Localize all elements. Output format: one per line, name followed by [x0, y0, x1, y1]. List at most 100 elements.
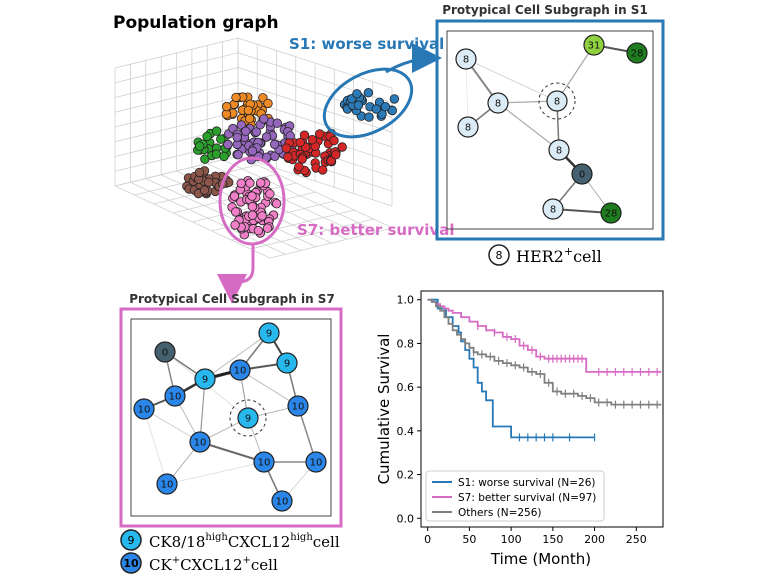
s7-edge	[143, 408, 168, 485]
y-tick-label: 0.0	[397, 512, 415, 525]
x-tick-label: 100	[501, 533, 522, 546]
cluster-cell-point	[269, 139, 280, 150]
s7-subgraph-frame	[119, 307, 343, 528]
chart-frame	[420, 290, 664, 528]
legend-ck818-text: CK8/18highCXCL12highcell	[149, 532, 340, 551]
s1-subgraph-inner	[446, 30, 654, 230]
population-title: Population graph	[113, 13, 279, 33]
s7-node	[305, 451, 327, 473]
s7-node	[271, 490, 293, 512]
s1-node-label: 8	[495, 99, 501, 110]
legend-node-ck	[120, 552, 142, 574]
cluster-cell-point	[202, 131, 212, 142]
cluster-cell-point	[307, 134, 318, 145]
s7-legend: 9 CK8/18highCXCL12highcell 10 CK+CXCL12+…	[120, 529, 340, 574]
s1-node	[457, 116, 479, 138]
s7-node	[156, 473, 178, 495]
survival-curve-1	[427, 298, 662, 373]
cluster-cell-point	[331, 150, 341, 160]
cluster-cell-point	[203, 177, 214, 187]
legend-entry: S7: better survival (N=97)	[458, 492, 596, 504]
s7-node	[237, 407, 259, 429]
y-tick-label: 0.4	[397, 425, 415, 438]
cluster-cell-point	[219, 151, 229, 162]
s7-subgraph-panel: Protypical Cell Subgraph in S7 9 0 9 10 9 10 1…	[119, 292, 343, 574]
s7-edge	[166, 461, 265, 485]
s7-node-label: 9	[266, 329, 272, 340]
s7-edge	[204, 332, 270, 380]
s7-node-label: 10	[169, 392, 182, 403]
s1-subgraph-frame	[435, 19, 665, 241]
s1-edge	[465, 58, 469, 128]
s1-node-label: 31	[588, 41, 601, 52]
x-axis-label: Time (Month)	[490, 550, 591, 568]
s1-arrow	[385, 43, 442, 74]
survival-curve-2	[427, 298, 662, 406]
s7-node-label: 10	[258, 458, 271, 469]
s7-node-label: 9	[245, 414, 251, 425]
cluster-cell-point	[247, 146, 258, 156]
cluster-cell-point	[297, 154, 307, 164]
s1-node	[571, 163, 593, 185]
cluster-cell-point	[230, 220, 240, 230]
s7-node-label: 0	[162, 348, 168, 359]
s7-node-label: 10	[292, 402, 305, 413]
s1-edge	[465, 58, 558, 102]
s1-legend: 8 HER2+cell	[488, 244, 602, 266]
s1-cluster-ellipse	[322, 67, 414, 139]
s1-node	[583, 34, 605, 56]
cluster-cell-point	[315, 129, 325, 139]
s1-node	[542, 198, 564, 220]
y-axis-label: Cumulative Survival	[375, 334, 393, 485]
s7-subgraph-inner	[130, 318, 332, 517]
legend-ck-text: CK+CXCL12+cell	[149, 555, 278, 574]
s7-node-label: 9	[202, 375, 208, 386]
survival-chart: 0 50 100 150 200 250 0.0 0.2 0.4 0.6 0.8 1.0 Time (…	[375, 290, 664, 568]
s1-label: S1: worse survival	[289, 35, 444, 53]
cluster-cell-point	[247, 201, 258, 212]
y-tick-label: 0.2	[397, 469, 415, 482]
x-tick-label: 150	[542, 533, 563, 546]
cluster-cell-point	[326, 156, 336, 166]
legend-node-ck-label: 10	[123, 557, 139, 570]
legend-node-ck818-label: 9	[128, 534, 135, 547]
s1-node-label: 8	[463, 55, 469, 66]
s7-node-label: 10	[310, 458, 323, 469]
cluster-cell-point	[353, 100, 364, 111]
legend-node-her2-label: 8	[496, 249, 503, 262]
s7-graph: 9 0 9 10 9 10 10 9 10 10 10 10 10 10	[133, 322, 327, 512]
chart-series	[427, 298, 662, 442]
s1-center-ring	[538, 82, 576, 120]
s7-node-label: 10	[234, 366, 247, 377]
s7-node-label: 10	[138, 405, 151, 416]
cluster-cell-point	[318, 165, 328, 175]
s1-node-label: 28	[605, 209, 618, 220]
chart-ticks: 0 50 100 150 200 250 0.0 0.2 0.4 0.6 0.8 1.0	[397, 294, 647, 546]
cluster-cell-point	[337, 142, 347, 152]
cluster-cell-point	[256, 178, 266, 188]
s7-cluster-ellipse	[218, 156, 286, 246]
s1-node-label: 8	[554, 97, 560, 108]
legend-node-her2	[488, 244, 510, 266]
x-tick-label: 50	[462, 533, 476, 546]
cluster-cell-point	[229, 191, 240, 201]
cluster-cell-point	[263, 98, 273, 109]
s1-node	[600, 202, 622, 224]
s7-node	[189, 431, 211, 453]
cluster-cell-point	[230, 207, 241, 217]
s7-node	[154, 341, 176, 363]
s7-node	[253, 451, 275, 473]
cluster-cell-point	[352, 89, 362, 99]
cluster-cell-point	[243, 105, 254, 116]
s1-node-label: 8	[465, 123, 471, 134]
legend-entry: Others (N=256)	[458, 507, 542, 519]
cluster-cell-point	[194, 141, 205, 151]
s7-node	[287, 395, 309, 417]
cluster-cell-point	[364, 112, 374, 122]
x-tick-label: 0	[424, 533, 431, 546]
s1-node-label: 8	[550, 205, 556, 216]
s1-node	[487, 92, 509, 114]
cluster-cell-point	[251, 127, 262, 137]
cluster-cell-point	[241, 126, 251, 137]
